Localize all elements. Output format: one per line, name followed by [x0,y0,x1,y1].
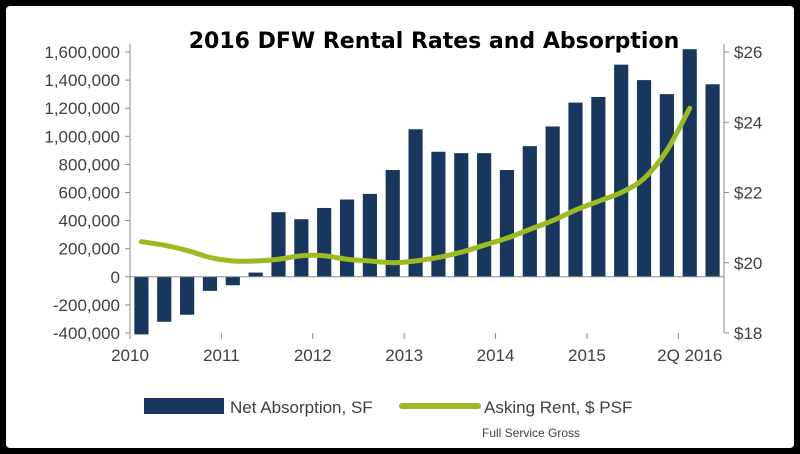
right-tick-label: $26 [734,43,762,62]
left-tick-label: -400,000 [53,324,120,343]
bar [225,276,240,286]
left-tick-label: 1,600,000 [44,43,120,62]
rental-rates-absorption-chart: 2016 DFW Rental Rates and Absorption -40… [44,29,762,440]
left-tick-label: 1,200,000 [44,99,120,118]
left-tick-label: 200,000 [59,240,120,259]
bar [499,170,515,277]
x-tick-label: 2012 [294,346,332,365]
bar [385,170,400,277]
x-tick-label: 2015 [568,346,606,365]
bar [477,153,492,277]
asking-rent-line [138,105,693,266]
right-tick-label: $22 [734,184,762,203]
bar [522,146,537,277]
bar [682,49,697,277]
bar [180,276,195,315]
chart-title: 2016 DFW Rental Rates and Absorption [189,29,680,54]
bar [202,276,218,291]
x-tick-label: 2014 [477,346,515,365]
bar [568,102,583,277]
right-tick-label: $24 [734,113,762,132]
bar [614,64,629,277]
right-tick-label: $18 [734,324,762,343]
legend-label-asking-rent: Asking Rent, $ PSF [484,398,632,417]
bar [248,272,263,277]
left-tick-label: 800,000 [59,155,120,174]
bar [705,84,720,277]
bar [271,212,286,277]
bar [591,96,606,277]
x-tick-label: 2013 [385,346,423,365]
x-tick-label: 2010 [111,346,149,365]
chart-note: Full Service Gross [482,426,580,440]
left-tick-label: 1,000,000 [44,127,120,146]
bar [362,193,377,277]
bar [134,276,149,335]
chart-frame: 2016 DFW Rental Rates and Absorption -40… [6,6,794,448]
x-tick-label: 2Q 2016 [657,346,722,365]
bar [157,276,172,322]
bar [339,199,355,277]
right-tick-label: $20 [734,254,762,273]
x-tick-label: 2011 [203,346,240,365]
legend-swatch-net-absorption [144,398,224,414]
bar [431,151,446,277]
bar [454,153,469,277]
left-tick-label: 0 [111,268,120,287]
bar [659,94,674,277]
left-tick-label: 600,000 [59,184,120,203]
left-tick-label: 1,400,000 [44,71,120,90]
legend-label-net-absorption: Net Absorption, SF [230,398,373,417]
bar [294,219,309,277]
bar [408,129,423,277]
bar [317,207,332,277]
left-tick-label: -200,000 [53,296,120,315]
bar [545,126,560,277]
left-tick-label: 400,000 [59,212,120,231]
legend: Net Absorption, SF Asking Rent, $ PSF [144,398,632,417]
